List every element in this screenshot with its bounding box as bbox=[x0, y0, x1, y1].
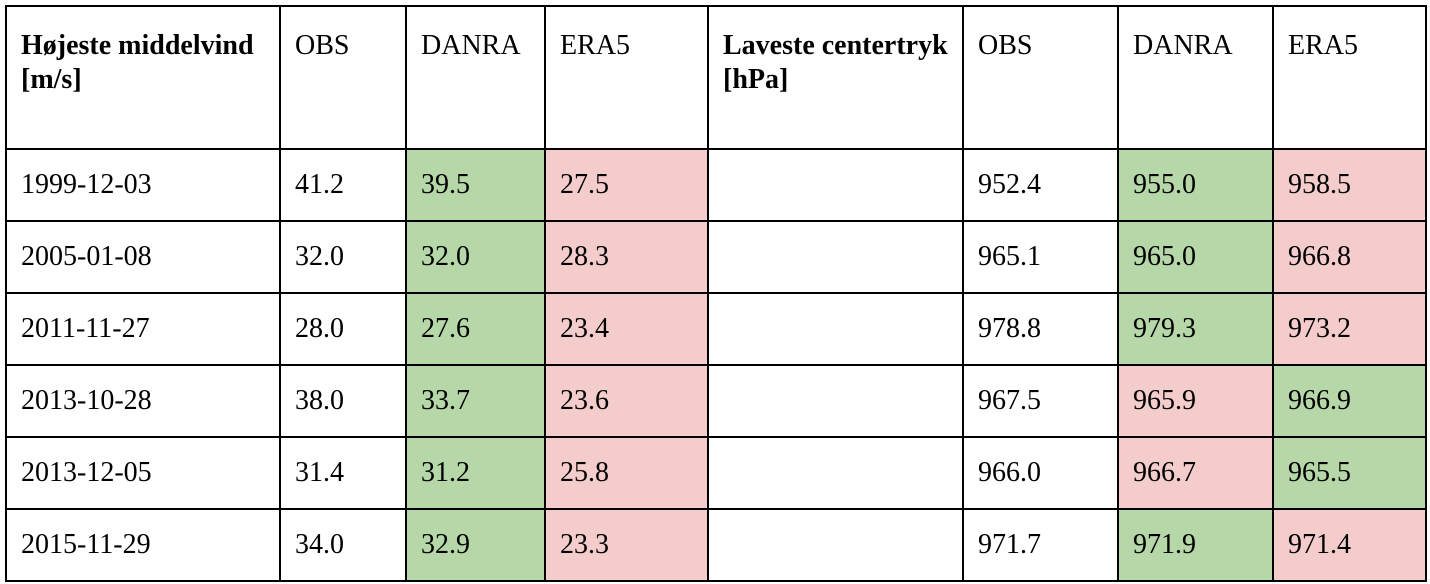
value-cell: 973.2 bbox=[1272, 292, 1427, 366]
header-cell: DANRA bbox=[405, 5, 546, 150]
value-cell: 971.9 bbox=[1117, 508, 1274, 582]
table-row: 2011-11-27 28.0 27.6 23.4 978.8 979.3 973.2 bbox=[5, 292, 1427, 366]
table-row: 2013-10-28 38.0 33.7 23.6 967.5 965.9 966.9 bbox=[5, 364, 1427, 438]
header-cell: Laveste centertryk [hPa] bbox=[707, 5, 964, 150]
value-cell: 965.9 bbox=[1117, 364, 1274, 438]
value-cell: 32.9 bbox=[405, 508, 546, 582]
value-cell: 971.4 bbox=[1272, 508, 1427, 582]
date-cell: 2005-01-08 bbox=[5, 220, 281, 294]
empty-cell bbox=[707, 436, 964, 510]
value-cell: 965.0 bbox=[1117, 220, 1274, 294]
value-cell: 966.8 bbox=[1272, 220, 1427, 294]
value-cell: 952.4 bbox=[962, 148, 1119, 222]
value-cell: 27.5 bbox=[544, 148, 709, 222]
value-cell: 966.9 bbox=[1272, 364, 1427, 438]
value-cell: 965.1 bbox=[962, 220, 1119, 294]
value-cell: 965.5 bbox=[1272, 436, 1427, 510]
value-cell: 31.4 bbox=[279, 436, 407, 510]
header-cell: Højeste middelvind [m/s] bbox=[5, 5, 281, 150]
date-cell: 1999-12-03 bbox=[5, 148, 281, 222]
value-cell: 32.0 bbox=[279, 220, 407, 294]
value-cell: 28.3 bbox=[544, 220, 709, 294]
date-cell: 2011-11-27 bbox=[5, 292, 281, 366]
table-row: 2005-01-08 32.0 32.0 28.3 965.1 965.0 966.8 bbox=[5, 220, 1427, 294]
table-row: 2015-11-29 34.0 32.9 23.3 971.7 971.9 971.4 bbox=[5, 508, 1427, 582]
header-cell: ERA5 bbox=[544, 5, 709, 150]
header-cell: ERA5 bbox=[1272, 5, 1427, 150]
header-row: Højeste middelvind [m/s] OBS DANRA ERA5 Lave… bbox=[5, 5, 1427, 150]
empty-cell bbox=[707, 508, 964, 582]
value-cell: 979.3 bbox=[1117, 292, 1274, 366]
data-table: Højeste middelvind [m/s] OBS DANRA ERA5 Lave… bbox=[5, 5, 1427, 582]
value-cell: 27.6 bbox=[405, 292, 546, 366]
header-cell: DANRA bbox=[1117, 5, 1274, 150]
value-cell: 41.2 bbox=[279, 148, 407, 222]
header-cell: OBS bbox=[279, 5, 407, 150]
value-cell: 23.3 bbox=[544, 508, 709, 582]
date-cell: 2015-11-29 bbox=[5, 508, 281, 582]
value-cell: 38.0 bbox=[279, 364, 407, 438]
value-cell: 32.0 bbox=[405, 220, 546, 294]
table-body: 1999-12-03 41.2 39.5 27.5 952.4 955.0 958.5 200… bbox=[5, 148, 1427, 582]
value-cell: 34.0 bbox=[279, 508, 407, 582]
header-cell: OBS bbox=[962, 5, 1119, 150]
table-row: 2013-12-05 31.4 31.2 25.8 966.0 966.7 965.5 bbox=[5, 436, 1427, 510]
table-row: 1999-12-03 41.2 39.5 27.5 952.4 955.0 958.5 bbox=[5, 148, 1427, 222]
value-cell: 966.0 bbox=[962, 436, 1119, 510]
value-cell: 966.7 bbox=[1117, 436, 1274, 510]
value-cell: 23.4 bbox=[544, 292, 709, 366]
empty-cell bbox=[707, 364, 964, 438]
empty-cell bbox=[707, 292, 964, 366]
value-cell: 31.2 bbox=[405, 436, 546, 510]
value-cell: 971.7 bbox=[962, 508, 1119, 582]
value-cell: 28.0 bbox=[279, 292, 407, 366]
value-cell: 25.8 bbox=[544, 436, 709, 510]
date-cell: 2013-12-05 bbox=[5, 436, 281, 510]
empty-cell bbox=[707, 148, 964, 222]
value-cell: 978.8 bbox=[962, 292, 1119, 366]
value-cell: 955.0 bbox=[1117, 148, 1274, 222]
value-cell: 33.7 bbox=[405, 364, 546, 438]
value-cell: 23.6 bbox=[544, 364, 709, 438]
value-cell: 39.5 bbox=[405, 148, 546, 222]
empty-cell bbox=[707, 220, 964, 294]
value-cell: 958.5 bbox=[1272, 148, 1427, 222]
table-head: Højeste middelvind [m/s] OBS DANRA ERA5 Lave… bbox=[5, 5, 1427, 150]
value-cell: 967.5 bbox=[962, 364, 1119, 438]
date-cell: 2013-10-28 bbox=[5, 364, 281, 438]
